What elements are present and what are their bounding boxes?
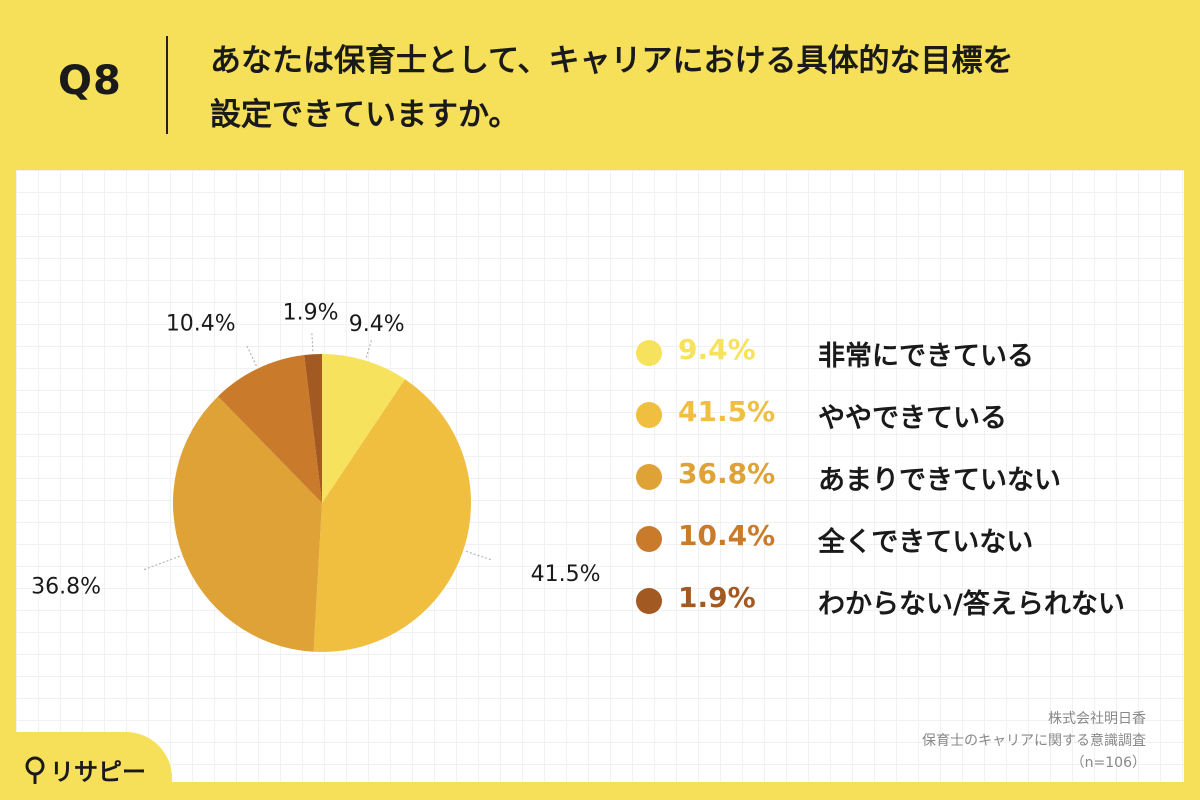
question-title: あなたは保育士として、キャリアにおける具体的な目標を 設定できていますか。 bbox=[210, 34, 1170, 142]
legend-label-5: わからない/答えられない bbox=[818, 589, 1125, 620]
header-divider bbox=[166, 36, 168, 134]
credit-company: 株式会社明日香 bbox=[1048, 711, 1146, 727]
data-label-5: 1.9% bbox=[283, 300, 339, 325]
credit-survey-name: 保育士のキャリアに関する意識調査 bbox=[922, 733, 1146, 749]
legend-percent-5: 1.9% bbox=[678, 581, 756, 614]
callout-line-5 bbox=[311, 331, 314, 352]
callout-line-1 bbox=[365, 340, 372, 358]
brand-logo-text: リサピー bbox=[50, 758, 146, 786]
pie-slice-5 bbox=[304, 354, 322, 503]
legend-percent-1: 9.4% bbox=[678, 333, 756, 366]
legend-label-1: 非常にできている bbox=[818, 341, 1034, 372]
header: Q8 あなたは保育士として、キャリアにおける具体的な目標を 設定できていますか。 bbox=[0, 0, 1200, 168]
pie-slice-2 bbox=[313, 379, 471, 652]
chart-panel: 9.4% 41.5% 36.8% 10.4% 1.9% 9.4% 非常にできている 41.5… bbox=[16, 170, 1184, 782]
question-title-line2: 設定できていますか。 bbox=[210, 97, 520, 133]
data-label-2: 41.5% bbox=[531, 562, 601, 587]
question-number: Q8 bbox=[58, 58, 122, 104]
legend-label-2: ややできている bbox=[818, 403, 1007, 434]
question-title-line1: あなたは保育士として、キャリアにおける具体的な目標を bbox=[210, 43, 1014, 79]
survey-credit: 株式会社明日香 保育士のキャリアに関する意識調査 （n=106） bbox=[922, 708, 1146, 774]
legend-percent-3: 36.8% bbox=[678, 457, 776, 490]
legend-label-4: 全くできていない bbox=[818, 527, 1034, 558]
callout-line-4 bbox=[246, 344, 257, 367]
legend-swatch-5 bbox=[636, 588, 662, 614]
legend-swatch-2 bbox=[636, 402, 662, 428]
pie-chart: 9.4% 41.5% 36.8% 10.4% 1.9% bbox=[31, 300, 601, 652]
pin-icon bbox=[25, 756, 45, 784]
legend-percent-2: 41.5% bbox=[678, 395, 776, 428]
pie-slice-4 bbox=[217, 355, 322, 503]
legend-swatch-1 bbox=[636, 340, 662, 366]
data-label-1: 9.4% bbox=[349, 312, 405, 337]
data-label-3: 36.8% bbox=[31, 575, 101, 600]
pie-slice-3 bbox=[173, 396, 322, 652]
callout-line-2 bbox=[465, 550, 493, 561]
legend-swatch-4 bbox=[636, 526, 662, 552]
legend-label-3: あまりできていない bbox=[818, 465, 1061, 496]
callout-line-3 bbox=[143, 555, 180, 571]
legend-swatch-3 bbox=[636, 464, 662, 490]
data-label-4: 10.4% bbox=[166, 312, 236, 337]
pie-slice-1 bbox=[322, 354, 405, 503]
credit-sample-size: （n=106） bbox=[1070, 755, 1146, 771]
brand-logo: リサピー bbox=[0, 732, 172, 800]
legend-percent-4: 10.4% bbox=[678, 519, 776, 552]
